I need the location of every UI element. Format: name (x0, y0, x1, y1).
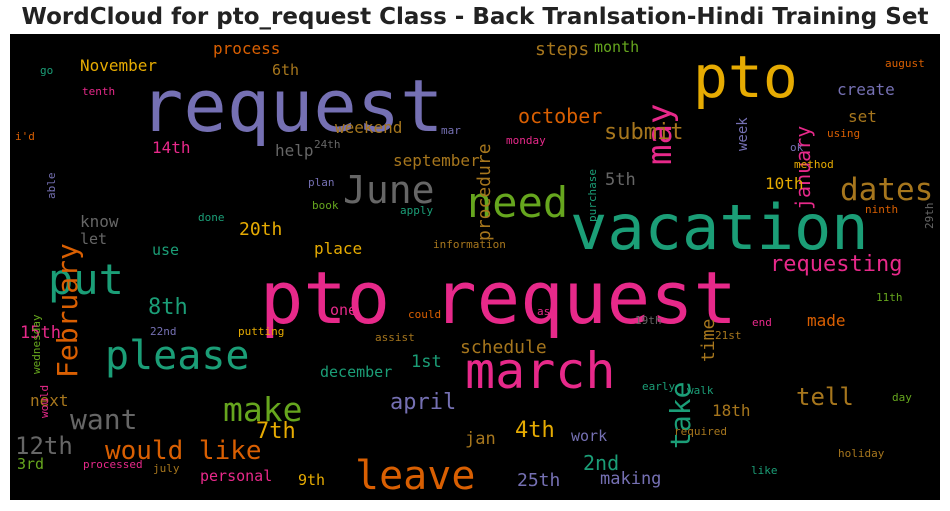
word-8th: 8th (148, 295, 188, 320)
word-july: july (153, 462, 180, 475)
word-29th: 29th (923, 202, 936, 230)
word-could: could (408, 308, 442, 321)
word-ninth: ninth (865, 203, 899, 216)
word-tell: tell (796, 383, 854, 411)
word-work: work (571, 427, 608, 445)
word-plan: plan (308, 176, 335, 189)
word-september: september (393, 151, 480, 170)
word-made: made (807, 311, 846, 330)
word-1st: 1st (411, 352, 442, 372)
word-4th: 4th (515, 418, 555, 443)
word-weekend: weekend (335, 118, 403, 137)
word-21st: 21st (715, 329, 742, 342)
word-purchase: purchase (586, 168, 599, 222)
word-7th: 7th (256, 419, 296, 444)
word-information: information (433, 238, 506, 251)
word-22nd: 22nd (150, 325, 177, 338)
word-schedule: schedule (460, 337, 547, 358)
word-dates: dates (840, 172, 934, 208)
word-place: place (314, 239, 363, 258)
word-9th: 9th (298, 471, 326, 489)
wordcloud-canvas: pto request request vacation pto march please… (10, 34, 940, 500)
word-next: next (30, 391, 69, 410)
word-required: required (674, 425, 727, 438)
word-march: march (465, 342, 616, 400)
word-october: october (518, 104, 603, 128)
word-ask: ask (537, 305, 557, 318)
word-monday: monday (506, 134, 546, 147)
word-11th: 11th (876, 291, 903, 304)
word-need: need (467, 178, 569, 227)
word-10th: 10th (765, 174, 804, 193)
word-week: week (735, 116, 751, 151)
word-use: use (152, 241, 180, 259)
word-early: early (642, 380, 676, 393)
word-pto-request: pto request (260, 256, 737, 340)
word-holiday: holiday (838, 447, 885, 460)
word-3rd: 3rd (17, 455, 45, 473)
word-month: month (594, 38, 640, 56)
word-5th: 5th (605, 170, 636, 190)
word-18th: 18th (712, 401, 751, 420)
word-create: create (837, 80, 895, 99)
word-mar: mar (441, 124, 461, 137)
word-apply: apply (400, 204, 434, 217)
word-jan: jan (465, 429, 496, 449)
word-personal: personal (200, 467, 273, 485)
word-would: would (38, 384, 51, 418)
word-like: like (751, 464, 778, 477)
word-assist: assist (375, 331, 415, 344)
chart-title: WordCloud for pto_request Class - Back T… (21, 4, 929, 30)
word-24th: 24th (314, 138, 341, 151)
word-request: request (140, 64, 444, 148)
word-20th: 20th (239, 219, 283, 240)
word-go: go (40, 64, 54, 77)
word-process: process (213, 39, 281, 58)
word-12th: 12th (15, 432, 73, 460)
word-i-d: i'd (15, 130, 35, 143)
word-14th: 14th (152, 138, 191, 157)
word-processed: processed (83, 458, 143, 471)
word-would-like: would like (105, 436, 262, 466)
word-know: know (80, 212, 119, 231)
word-25th: 25th (517, 470, 561, 491)
word-make: make (223, 390, 303, 429)
word-6th: 6th (272, 61, 300, 79)
word-end: end (752, 316, 772, 329)
word-let: let (80, 230, 108, 248)
word-15th: 15th (20, 323, 61, 343)
word-requesting: requesting (770, 252, 903, 277)
word-want: want (70, 403, 138, 436)
word-help: help (275, 141, 314, 160)
word-walk: walk (687, 384, 714, 397)
word-wednesday: wednesday (30, 314, 43, 375)
word-steps: steps (535, 39, 590, 60)
word-vacation: vacation (570, 191, 869, 264)
word-able: able (45, 172, 58, 200)
word-leave: leave (355, 453, 476, 499)
word-set: set (848, 107, 877, 126)
word-february: February (51, 243, 84, 379)
word-using: using (827, 127, 861, 140)
word-method: method (794, 158, 834, 171)
word-pto: pto (693, 43, 798, 111)
word-april: april (390, 390, 457, 415)
word-december: december (320, 363, 393, 381)
word-making: making (600, 469, 662, 489)
word-putting: putting (238, 325, 285, 338)
word-please: please (105, 333, 250, 379)
word-tenth: tenth (82, 85, 116, 98)
word-day: day (892, 391, 912, 404)
word-done: done (198, 211, 225, 224)
word-submit: submit (604, 120, 684, 145)
word-august: august (885, 57, 925, 70)
word-put: put (48, 255, 124, 304)
word-ok: ok (790, 141, 804, 154)
word-2nd: 2nd (583, 451, 620, 475)
word-november: November (80, 56, 158, 75)
word-19th: 19th (635, 314, 662, 327)
word-june: June (343, 168, 435, 212)
word-book: book (312, 199, 339, 212)
word-one: one (330, 301, 358, 319)
